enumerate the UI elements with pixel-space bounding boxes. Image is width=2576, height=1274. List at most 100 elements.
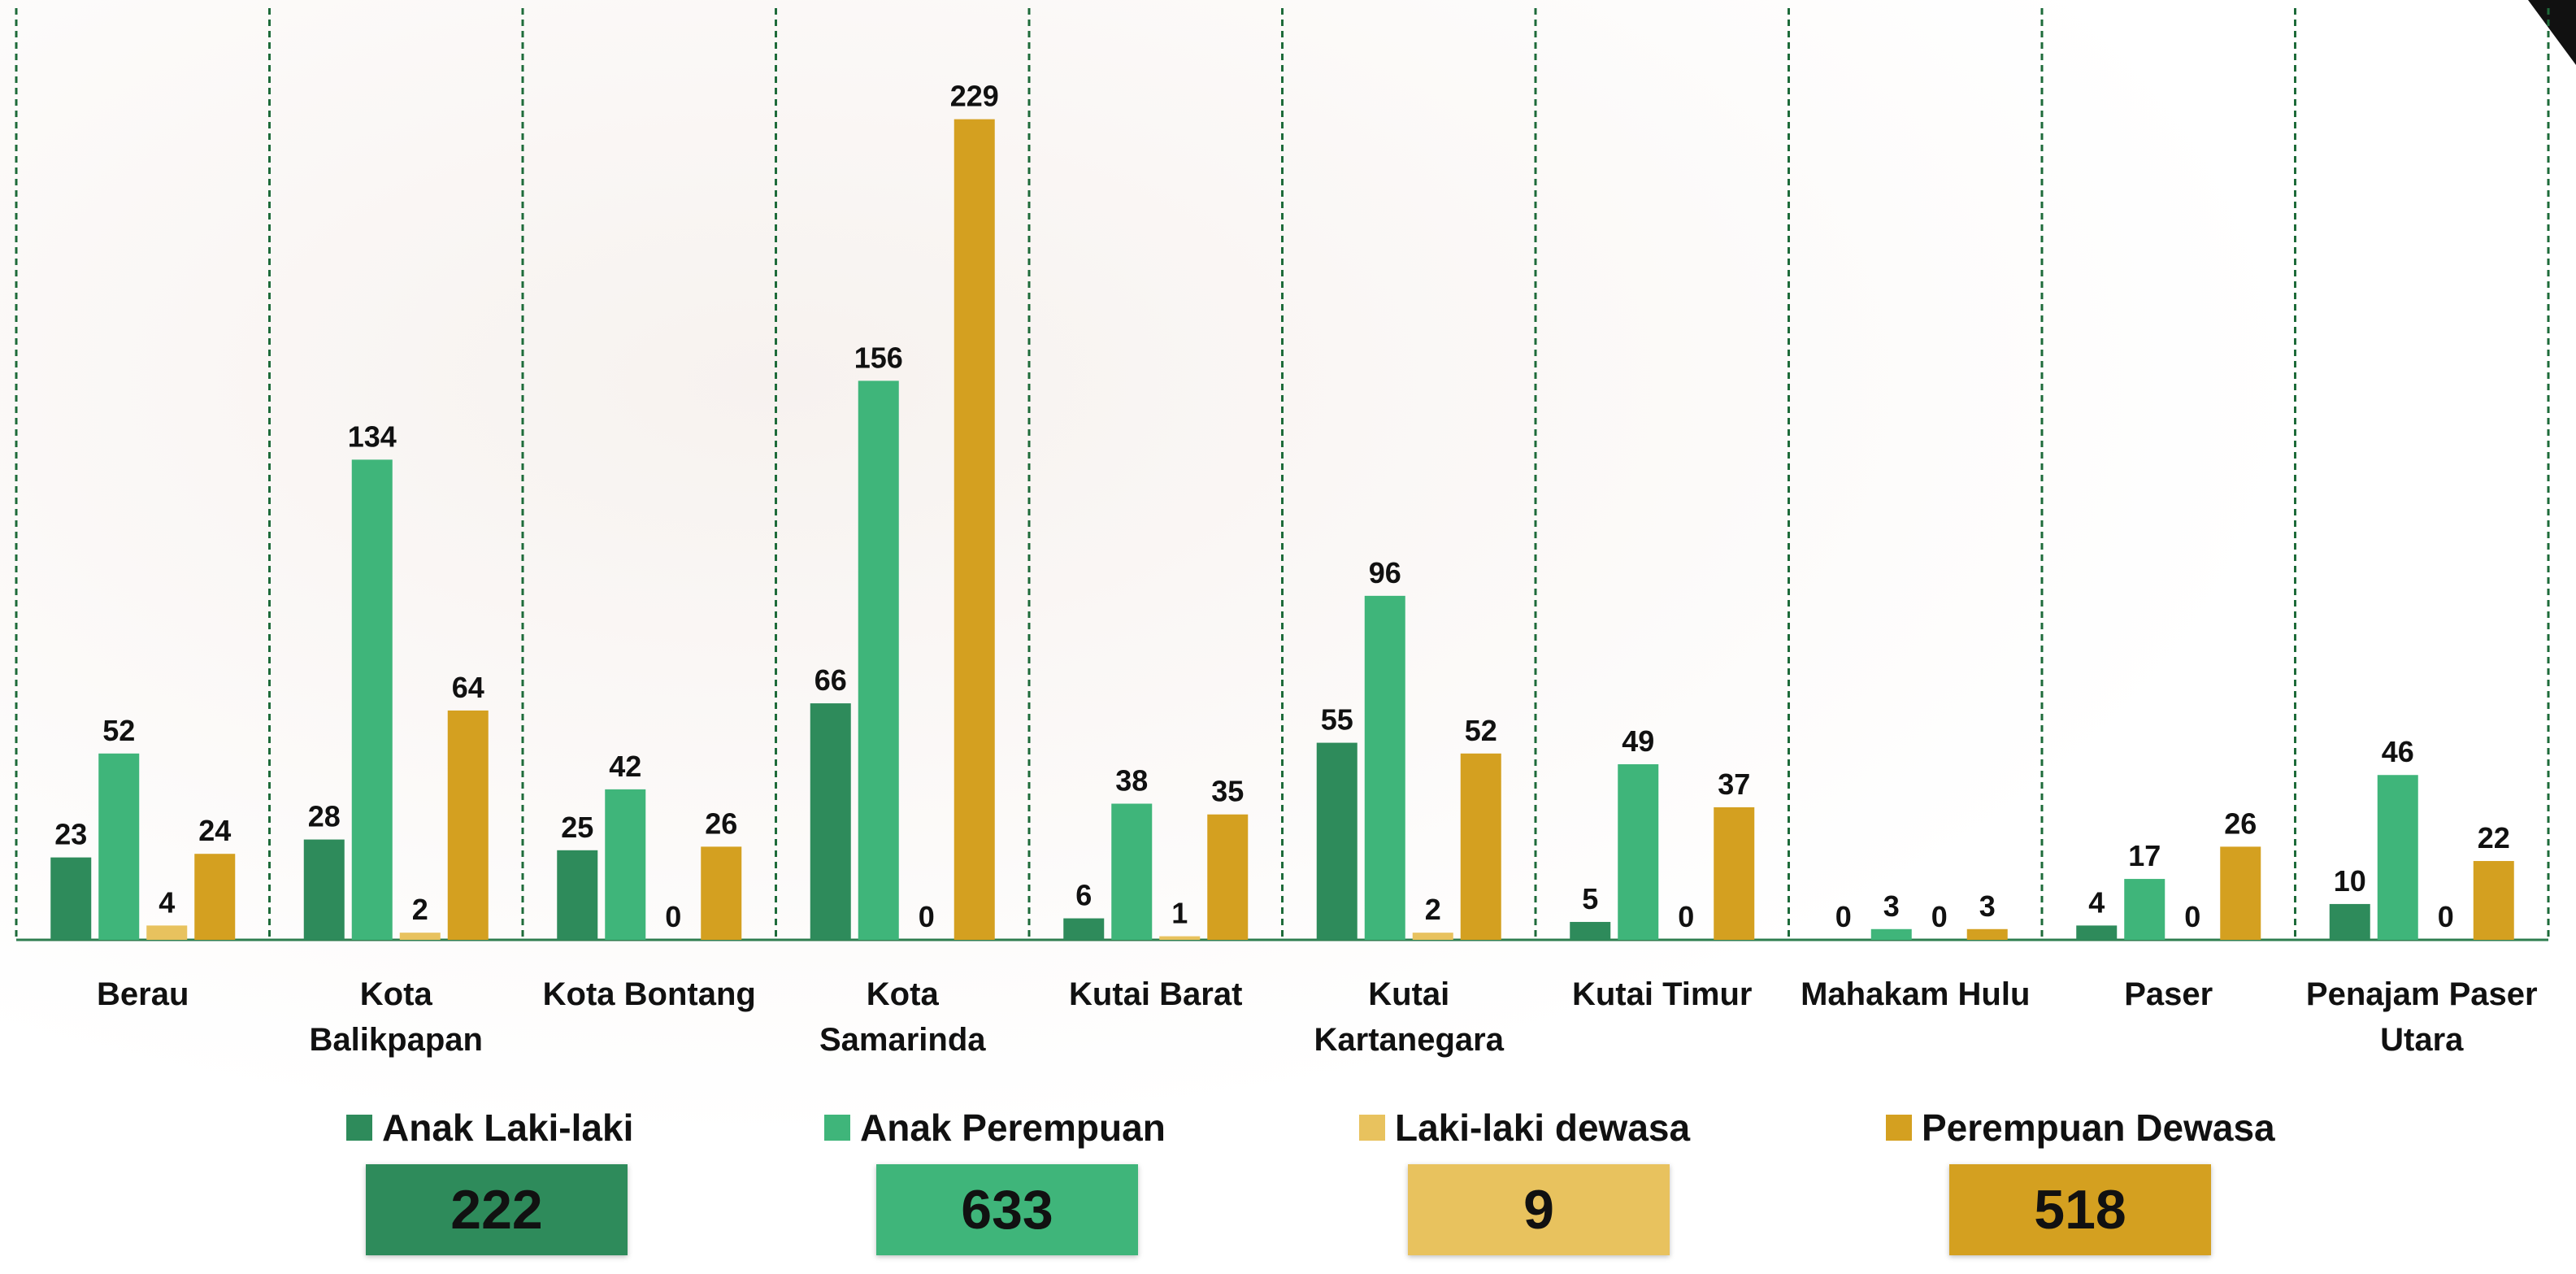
value-label: 0 — [2184, 900, 2200, 933]
value-label: 1 — [1171, 897, 1188, 930]
corner-decoration — [2528, 0, 2576, 65]
value-label: 37 — [1718, 767, 1750, 801]
x-tick-label: Kota Balikpapan — [274, 972, 518, 1063]
value-label: 0 — [1931, 900, 1948, 933]
legend-label: Anak Laki-laki — [382, 1106, 633, 1150]
value-label: 42 — [609, 750, 641, 783]
bar — [1159, 937, 1200, 940]
bar — [50, 858, 91, 940]
bar — [304, 840, 345, 940]
bar — [1111, 804, 1152, 940]
total-box: 222 — [366, 1164, 628, 1255]
value-label: 24 — [198, 814, 231, 847]
value-label: 26 — [705, 807, 737, 840]
legend-item: Anak Perempuan — [824, 1106, 1166, 1150]
total-box: 518 — [1949, 1164, 2211, 1255]
value-label: 2 — [412, 893, 428, 926]
value-label: 134 — [348, 420, 397, 453]
bar — [1317, 743, 1358, 940]
value-label: 25 — [561, 811, 593, 844]
bar — [400, 933, 441, 940]
bar — [1365, 596, 1405, 940]
value-label: 23 — [54, 818, 87, 851]
bar — [2076, 925, 2117, 940]
bar — [1871, 929, 1912, 940]
legend-label: Anak Perempuan — [860, 1106, 1166, 1150]
page: 2352424281342642542026661560229638135559… — [0, 0, 2576, 1274]
value-label: 55 — [1321, 703, 1353, 737]
bar — [2220, 846, 2261, 940]
value-label: 0 — [2438, 900, 2454, 933]
value-label: 35 — [1211, 775, 1244, 808]
value-label: 66 — [815, 663, 847, 697]
value-label: 46 — [2382, 735, 2414, 768]
bar — [448, 711, 489, 940]
bar — [2330, 904, 2370, 940]
bar — [194, 854, 235, 940]
x-tick-label: Berau — [21, 972, 265, 1017]
bar — [1413, 933, 1453, 940]
value-label: 38 — [1115, 764, 1148, 798]
x-tick-label: Kutai Timur — [1540, 972, 1784, 1017]
value-label: 6 — [1075, 879, 1092, 912]
bar — [1207, 815, 1248, 940]
bar — [2378, 775, 2418, 940]
bar — [2124, 879, 2165, 940]
x-tick-label: Paser — [2047, 972, 2291, 1017]
value-label: 0 — [919, 900, 935, 933]
value-label: 17 — [2128, 839, 2161, 872]
bar — [701, 846, 741, 940]
x-tick-label: Kutai Kartanegara — [1287, 972, 1531, 1063]
bar — [2474, 861, 2514, 940]
legend-label: Laki-laki dewasa — [1395, 1106, 1690, 1150]
value-label: 64 — [452, 671, 484, 704]
legend-item: Perempuan Dewasa — [1886, 1106, 2275, 1150]
legend-swatch — [1886, 1115, 1912, 1141]
legend-swatch — [824, 1115, 850, 1141]
legend-swatch — [346, 1115, 372, 1141]
bar — [1714, 807, 1754, 940]
value-label: 5 — [1582, 882, 1598, 915]
legend-swatch — [1359, 1115, 1385, 1141]
bar — [810, 703, 851, 940]
bar — [1461, 754, 1501, 940]
total-box: 9 — [1408, 1164, 1670, 1255]
value-label: 28 — [308, 800, 341, 833]
value-label: 2 — [1425, 893, 1441, 926]
value-label: 0 — [665, 900, 681, 933]
bar — [352, 459, 393, 940]
x-tick-label: Penajam Paser Utara — [2300, 972, 2543, 1063]
bar — [954, 120, 995, 940]
bar — [1967, 929, 2008, 940]
bar — [1570, 922, 1610, 940]
bar — [146, 925, 187, 940]
value-label: 3 — [1883, 889, 1900, 923]
value-label: 26 — [2224, 807, 2257, 840]
bar — [557, 850, 597, 940]
value-label: 52 — [1465, 714, 1497, 747]
value-label: 49 — [1622, 724, 1654, 758]
value-label: 52 — [102, 714, 135, 747]
value-label: 4 — [159, 885, 175, 919]
legend-label: Perempuan Dewasa — [1922, 1106, 2275, 1150]
x-tick-label: Mahakam Hulu — [1793, 972, 2037, 1017]
value-label: 22 — [2478, 821, 2510, 854]
value-label: 3 — [1979, 889, 1996, 923]
bar — [605, 789, 645, 940]
value-label: 96 — [1369, 556, 1401, 589]
bar — [1618, 764, 1658, 940]
value-label: 0 — [1678, 900, 1694, 933]
value-label: 4 — [2088, 885, 2105, 919]
value-label: 156 — [854, 341, 903, 374]
value-label: 229 — [950, 80, 999, 113]
bar — [1063, 919, 1104, 940]
x-tick-label: Kota Bontang — [528, 972, 771, 1017]
bar — [98, 754, 139, 940]
bar — [858, 380, 899, 940]
legend-item: Laki-laki dewasa — [1359, 1106, 1690, 1150]
x-tick-label: Kutai Barat — [1034, 972, 1278, 1017]
chart: 2352424281342642542026661560229638135559… — [0, 0, 2576, 1274]
value-label: 10 — [2334, 864, 2366, 898]
x-tick-label: Kota Samarinda — [780, 972, 1024, 1063]
value-label: 0 — [1835, 900, 1852, 933]
